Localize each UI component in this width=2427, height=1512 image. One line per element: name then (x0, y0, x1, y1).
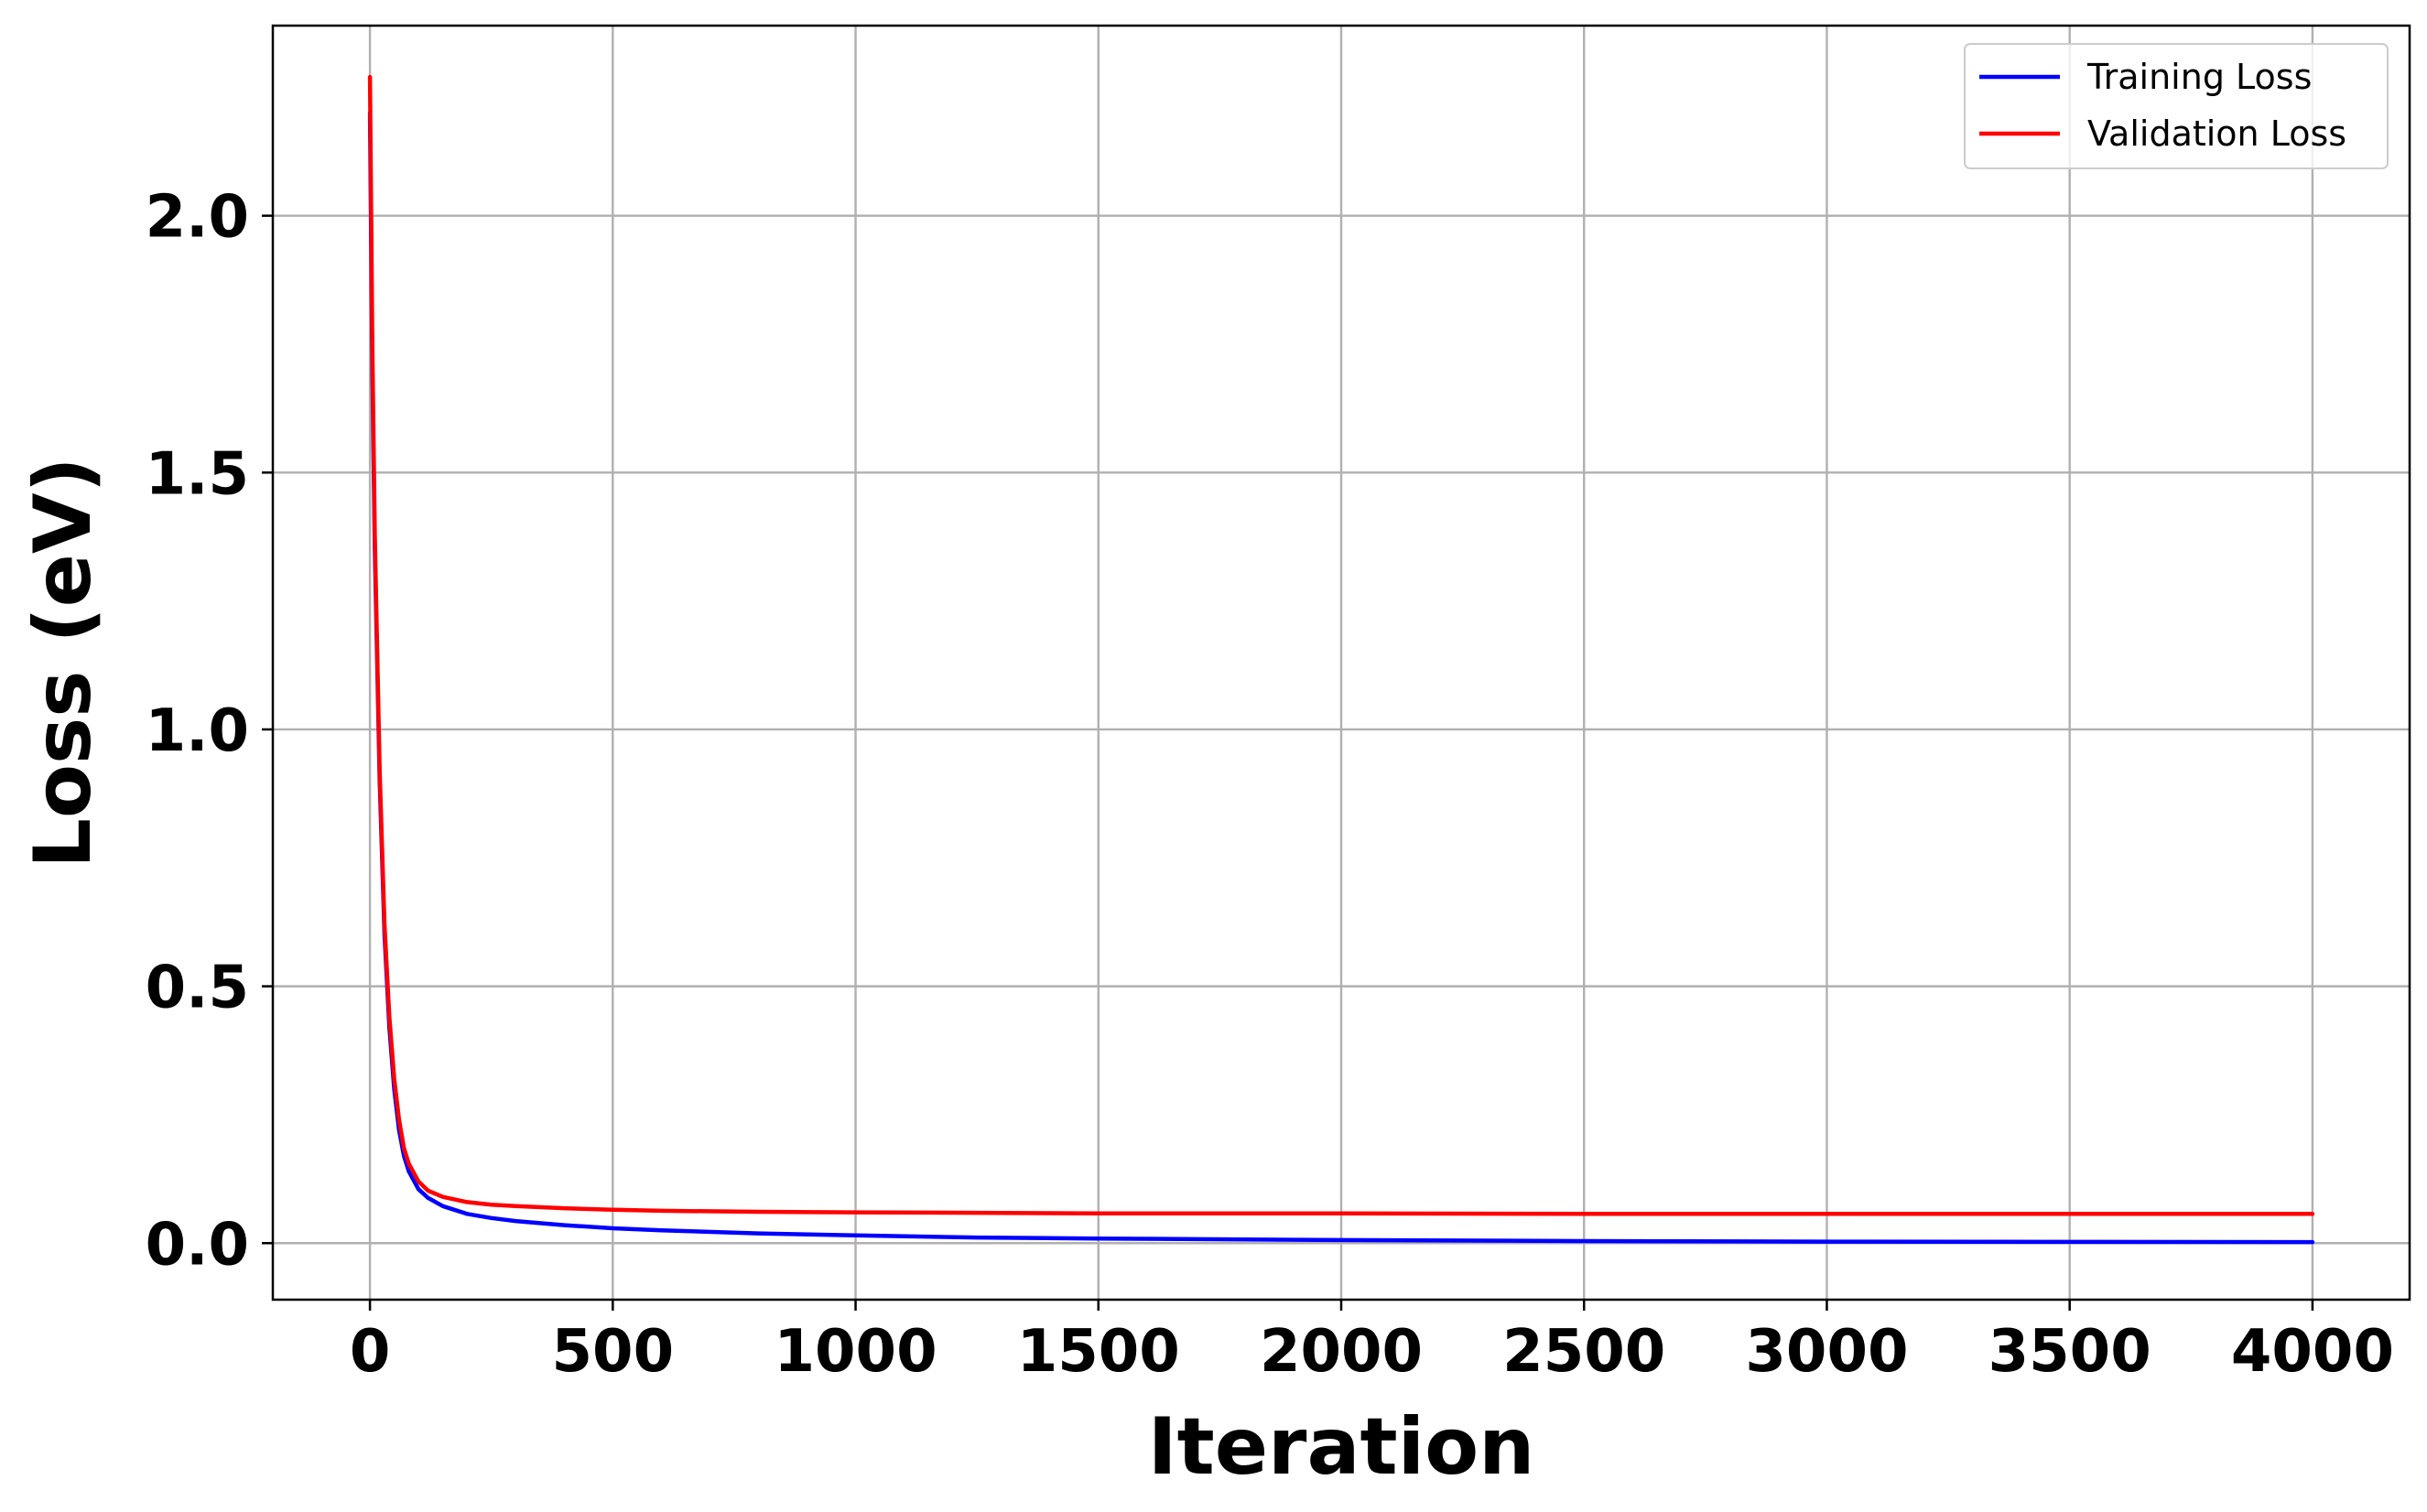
legend-label-validation: Validation Loss (2087, 113, 2346, 154)
legend: Training Loss Validation Loss (1964, 43, 2389, 169)
legend-box (1964, 43, 2389, 169)
x-tick-label: 3000 (1745, 1318, 1908, 1386)
x-axis-ticks: 0 500 1000 1500 2000 2500 3000 3500 4000 (350, 1300, 2394, 1386)
series-lines (367, 74, 2315, 1245)
x-tick-label: 0 (350, 1318, 391, 1386)
validation-loss-line (367, 74, 2315, 1216)
x-tick-label: 500 (552, 1318, 675, 1386)
x-tick-label: 2000 (1260, 1318, 1423, 1386)
x-tick-label: 3500 (1988, 1318, 2151, 1386)
y-tick-label: 2.0 (146, 184, 249, 252)
x-tick-label: 1500 (1017, 1318, 1180, 1386)
y-tick-label: 1.5 (146, 440, 249, 508)
x-axis-label: Iteration (1148, 1401, 1535, 1493)
grid (273, 26, 2410, 1300)
y-axis-label: Loss (eV) (17, 457, 109, 869)
y-tick-label: 1.0 (146, 697, 249, 765)
x-tick-label: 1000 (774, 1318, 937, 1386)
legend-label-training: Training Loss (2086, 57, 2312, 97)
y-tick-label: 0.0 (146, 1211, 249, 1279)
x-tick-label: 2500 (1502, 1318, 1665, 1386)
y-tick-label: 0.5 (146, 955, 249, 1022)
y-axis-ticks: 0.0 0.5 1.0 1.5 2.0 (146, 184, 273, 1279)
x-tick-label: 4000 (2231, 1318, 2394, 1386)
